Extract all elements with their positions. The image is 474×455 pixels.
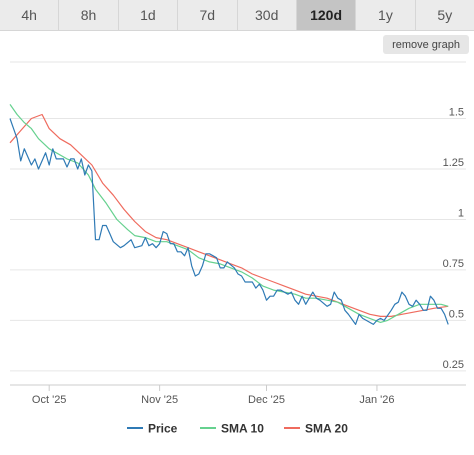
legend[interactable]: Price SMA 10 SMA 20: [127, 422, 348, 436]
range-button-1d[interactable]: 1d: [119, 0, 179, 30]
legend-item-sma-10[interactable]: SMA 10: [200, 422, 264, 436]
y-tick-label: 0.25: [443, 359, 464, 371]
legend-item-sma-20[interactable]: SMA 20: [284, 422, 348, 436]
range-button-120d[interactable]: 120d: [296, 0, 357, 30]
x-tick-label: Oct '25: [32, 394, 67, 406]
series-line-price: [9, 118, 449, 325]
legend-label: SMA 20: [305, 422, 348, 436]
range-button-8h[interactable]: 8h: [59, 0, 119, 30]
range-button-30d[interactable]: 30d: [238, 0, 297, 30]
series-lines: [9, 104, 449, 325]
range-button-4h[interactable]: 4h: [0, 0, 60, 30]
y-tick-label: 1.25: [443, 157, 464, 169]
gridlines: [10, 61, 466, 386]
legend-label: SMA 10: [221, 422, 264, 436]
x-axis-ticks: Oct '25 Nov '25 Dec '25 Jan '26: [32, 385, 395, 406]
y-tick-label: 0.5: [449, 308, 464, 320]
time-range-selector: 4h 8h 1d 7d 30d 120d 1y 5y: [0, 0, 474, 31]
remove-graph-button[interactable]: remove graph: [383, 35, 469, 54]
x-tick-label: Nov '25: [141, 394, 178, 406]
legend-label: Price: [148, 422, 178, 436]
y-tick-label: 0.75: [443, 258, 464, 270]
range-button-7d[interactable]: 7d: [178, 0, 238, 30]
legend-item-price[interactable]: Price: [127, 422, 178, 436]
y-tick-label: 1.5: [449, 107, 464, 119]
x-tick-label: Jan '26: [359, 394, 394, 406]
range-button-5y[interactable]: 5y: [437, 7, 453, 23]
series-line-sma-20: [9, 113, 449, 317]
y-axis-ticks: 1.5 1.25 1 0.75 0.5 0.25: [443, 107, 464, 371]
y-tick-label: 1: [458, 207, 464, 219]
range-button-1y[interactable]: 1y: [356, 0, 416, 30]
x-tick-label: Dec '25: [248, 394, 285, 406]
series-line-sma-10: [9, 104, 449, 323]
